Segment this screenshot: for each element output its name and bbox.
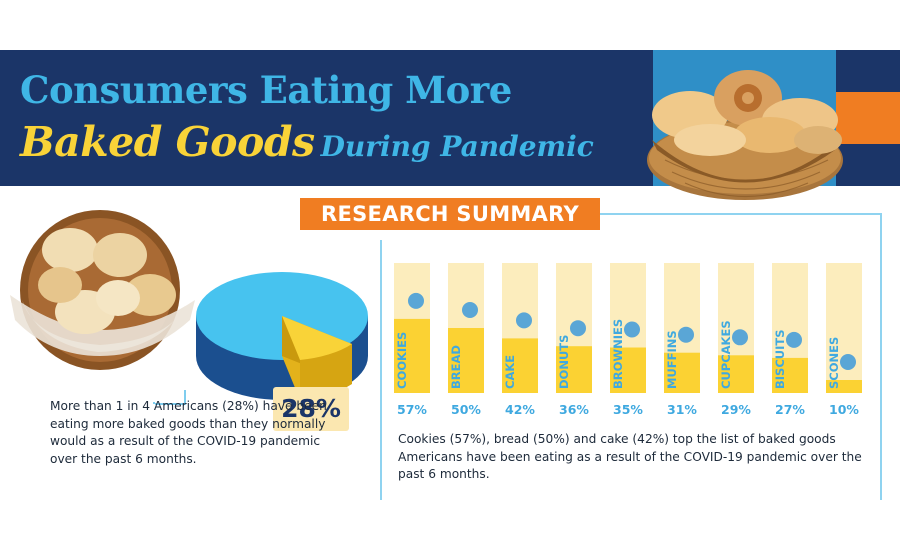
page-title-line1: Consumers Eating More xyxy=(20,68,512,112)
cookie-icon xyxy=(408,292,424,309)
frame-top-line xyxy=(600,213,882,215)
biscuit-icon xyxy=(786,331,802,348)
pie-chart xyxy=(196,272,368,400)
pie-description: More than 1 in 4 Americans (28%) have be… xyxy=(50,399,327,466)
bar-value-label: 42% xyxy=(505,402,535,417)
bar-category-label: MUFFINS xyxy=(665,330,679,389)
pointer-line-h xyxy=(155,403,185,405)
pie-value-label: 28% xyxy=(273,387,349,431)
bar-category-label: BREAD xyxy=(449,345,463,389)
bar-scones xyxy=(826,380,862,393)
cupcake-icon xyxy=(732,329,748,346)
bar-value-label: 50% xyxy=(451,402,481,417)
bar-category-label: BISCUITS xyxy=(773,329,787,389)
bar-brownies xyxy=(610,347,646,393)
orange-accent-strip xyxy=(836,92,900,144)
bar-value-label: 57% xyxy=(397,402,427,417)
pie-slice-28 xyxy=(282,316,352,360)
bar-chart-caption: Cookies (57%), bread (50%) and cake (42%… xyxy=(398,432,862,482)
bar-category-label: COOKIES xyxy=(395,332,409,389)
bar-muffins xyxy=(664,352,700,393)
bar-value-label: 31% xyxy=(667,402,697,417)
muffin-icon xyxy=(678,326,694,343)
scone-icon xyxy=(840,354,856,370)
bar-value-label: 36% xyxy=(559,402,589,417)
title-rest: During Pandemic xyxy=(320,130,594,163)
bar-value-label: 35% xyxy=(613,402,643,417)
pointer-line-v xyxy=(184,390,186,405)
frame-right-line xyxy=(880,213,882,500)
bar-track-scones xyxy=(826,263,862,393)
bar-category-label: SCONES xyxy=(827,337,841,389)
page-title-line2: Baked Goods During Pandemic xyxy=(20,118,594,166)
bar-cookies xyxy=(394,318,430,393)
bar-category-label: CUPCAKES xyxy=(719,320,733,389)
bar-value-label: 27% xyxy=(775,402,805,417)
title-highlight: Baked Goods xyxy=(20,118,315,166)
bar-value-label: 10% xyxy=(829,402,859,417)
bar-cupcakes xyxy=(718,355,754,393)
bar-donuts xyxy=(556,346,592,393)
donut-icon xyxy=(570,320,586,337)
bread-basket-image xyxy=(647,70,843,200)
bar-value-label: 29% xyxy=(721,402,751,417)
research-summary-label: RESEARCH SUMMARY xyxy=(300,198,600,230)
bread-icon xyxy=(462,302,478,318)
bar-biscuits xyxy=(772,357,808,393)
bar-category-label: DONUTS xyxy=(557,335,571,389)
bar-bread xyxy=(448,328,484,393)
frame-divider-line xyxy=(380,240,382,500)
pointer-dot xyxy=(153,402,155,404)
bar-category-label: BROWNIES xyxy=(611,319,625,389)
brownie-icon xyxy=(624,321,640,338)
bar-cake xyxy=(502,338,538,393)
cake-icon xyxy=(516,312,532,329)
biscuit-bowl-image xyxy=(10,210,195,370)
bar-category-label: CAKE xyxy=(503,355,517,389)
